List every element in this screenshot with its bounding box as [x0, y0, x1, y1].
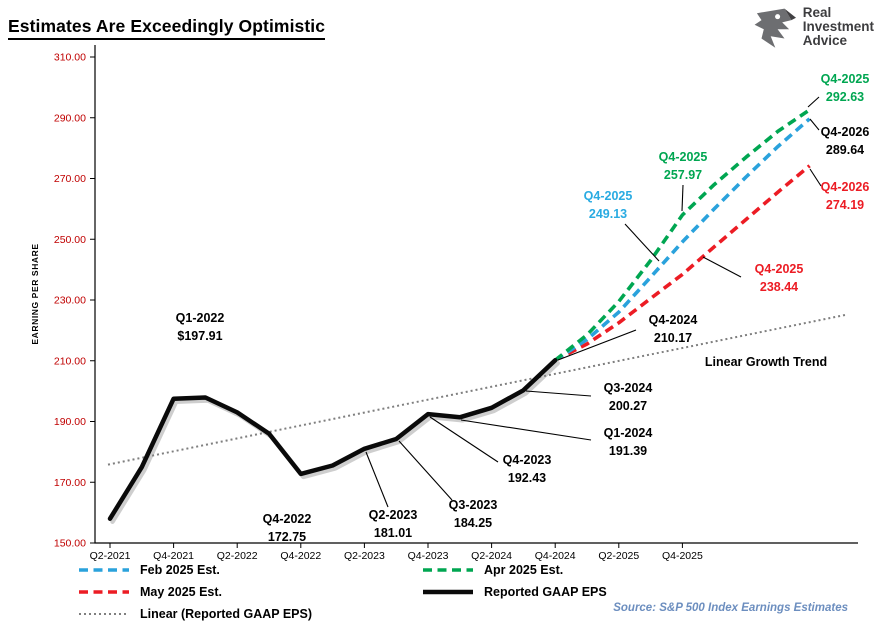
y-tick-label: 170.00: [54, 477, 86, 489]
legend-line-sample: [79, 612, 129, 615]
y-tick-label: 250.00: [54, 234, 86, 246]
legend-item-feb-2025-est-: Feb 2025 Est.: [78, 560, 422, 579]
logo-line-2: Investment: [802, 19, 874, 34]
annotation-label: Q4-2026 274.19: [821, 180, 870, 212]
x-tick-label: Q2-2025: [598, 550, 639, 562]
y-tick-label: 210.00: [54, 355, 86, 367]
annotation-pointer: [809, 118, 820, 131]
series-line-reported-gaap-eps: [107, 357, 558, 521]
annotation-pointer: [702, 256, 742, 278]
legend-line-sample: [423, 589, 473, 594]
legend-item-linear-reported-gaap-eps-: Linear (Reported GAAP EPS): [78, 604, 422, 623]
annotation-label: Linear Growth Trend: [705, 355, 827, 369]
logo-line-1: Real: [802, 5, 832, 20]
annotation-label: Q1-2022 $197.91: [176, 311, 225, 343]
x-tick-label: Q4-2023: [408, 550, 449, 562]
annotation-label: Q2-2023 181.01: [369, 508, 418, 540]
legend-item-apr-2025-est-: Apr 2025 Est.: [422, 560, 607, 579]
legend-line-sample: [79, 567, 129, 572]
series-line-may-2025-est-: [554, 164, 811, 362]
y-tick-label: 190.00: [54, 416, 86, 428]
annotation-pointer: [365, 451, 389, 508]
linear-trend-line: [107, 313, 848, 466]
annotation-pointer: [624, 223, 660, 262]
chart-legend: Feb 2025 Est. Apr 2025 Est. May 2025 Est. R…: [78, 560, 607, 623]
x-tick-label: Q4-2025: [662, 550, 703, 562]
y-axis-title: EARNING PER SHARE: [30, 243, 40, 344]
annotation-pointer: [460, 419, 592, 441]
source-note: Source: S&P 500 Index Earnings Estimates: [613, 602, 848, 614]
annotation-pointer: [557, 329, 637, 361]
y-tick-label: 150.00: [54, 538, 86, 550]
annotation-label: Q4-2023 192.43: [503, 453, 552, 485]
annotation-pointer: [525, 390, 592, 397]
annotation-label: Q4-2026 289.64: [821, 125, 870, 157]
x-tick-label: Q4-2021: [153, 550, 194, 562]
legend-label: Linear (Reported GAAP EPS): [140, 606, 313, 621]
legend-label: Apr 2025 Est.: [484, 562, 564, 577]
y-tick-label: 310.00: [54, 52, 86, 64]
axes: [94, 45, 858, 544]
y-tick-label: 230.00: [54, 295, 86, 307]
legend-item-reported-gaap-eps: Reported GAAP EPS: [422, 582, 607, 601]
annotation-label: Q4-2025 238.44: [755, 262, 804, 294]
annotation-pointer: [681, 184, 684, 212]
annotation-pointer: [809, 168, 822, 187]
annotation-label: Q4-2025 249.13: [584, 189, 633, 221]
x-tick-label: Q4-2024: [535, 550, 576, 562]
ria-logo-text: Real Investment Advice: [803, 6, 874, 48]
annotation-label: Q1-2024 191.39: [604, 426, 653, 458]
annotation-pointer: [807, 96, 820, 108]
series-line-feb-2025-est-: [554, 117, 811, 362]
ria-logo: Real Investment Advice: [750, 4, 874, 50]
x-tick-label: Q2-2021: [90, 550, 131, 562]
y-tick-label: 270.00: [54, 173, 86, 185]
logo-line-3: Advice: [802, 33, 847, 48]
annotation-label: Q4-2025 257.97: [659, 150, 708, 182]
legend-line-sample: [423, 567, 473, 572]
legend-line-sample: [79, 589, 129, 594]
reported-line-shadow: [110, 360, 560, 524]
ria-eagle-icon: [754, 8, 796, 48]
annotation-label: Q4-2024 210.17: [649, 313, 698, 345]
annotation-label: Q3-2023 184.25: [449, 498, 498, 530]
annotation-label: Q4-2025 292.63: [821, 72, 870, 104]
series-line-apr-2025-est-: [554, 108, 811, 362]
x-tick-label: Q2-2023: [344, 550, 385, 562]
legend-label: Feb 2025 Est.: [140, 562, 220, 577]
legend-label: Reported GAAP EPS: [484, 584, 607, 599]
annotation-label: Q4-2022 172.75: [263, 512, 312, 544]
x-tick-label: Q2-2024: [471, 550, 512, 562]
annotation-pointer: [398, 440, 453, 501]
x-tick-label: Q4-2022: [280, 550, 321, 562]
annotation-pointer: [429, 416, 499, 463]
y-tick-label: 290.00: [54, 112, 86, 124]
legend-label: May 2025 Est.: [140, 584, 222, 599]
annotation-label: Q3-2024 200.27: [604, 381, 653, 413]
x-tick-label: Q2-2022: [217, 550, 258, 562]
legend-item-may-2025-est-: May 2025 Est.: [78, 582, 422, 601]
chart-title: Estimates Are Exceedingly Optimistic: [8, 16, 326, 40]
